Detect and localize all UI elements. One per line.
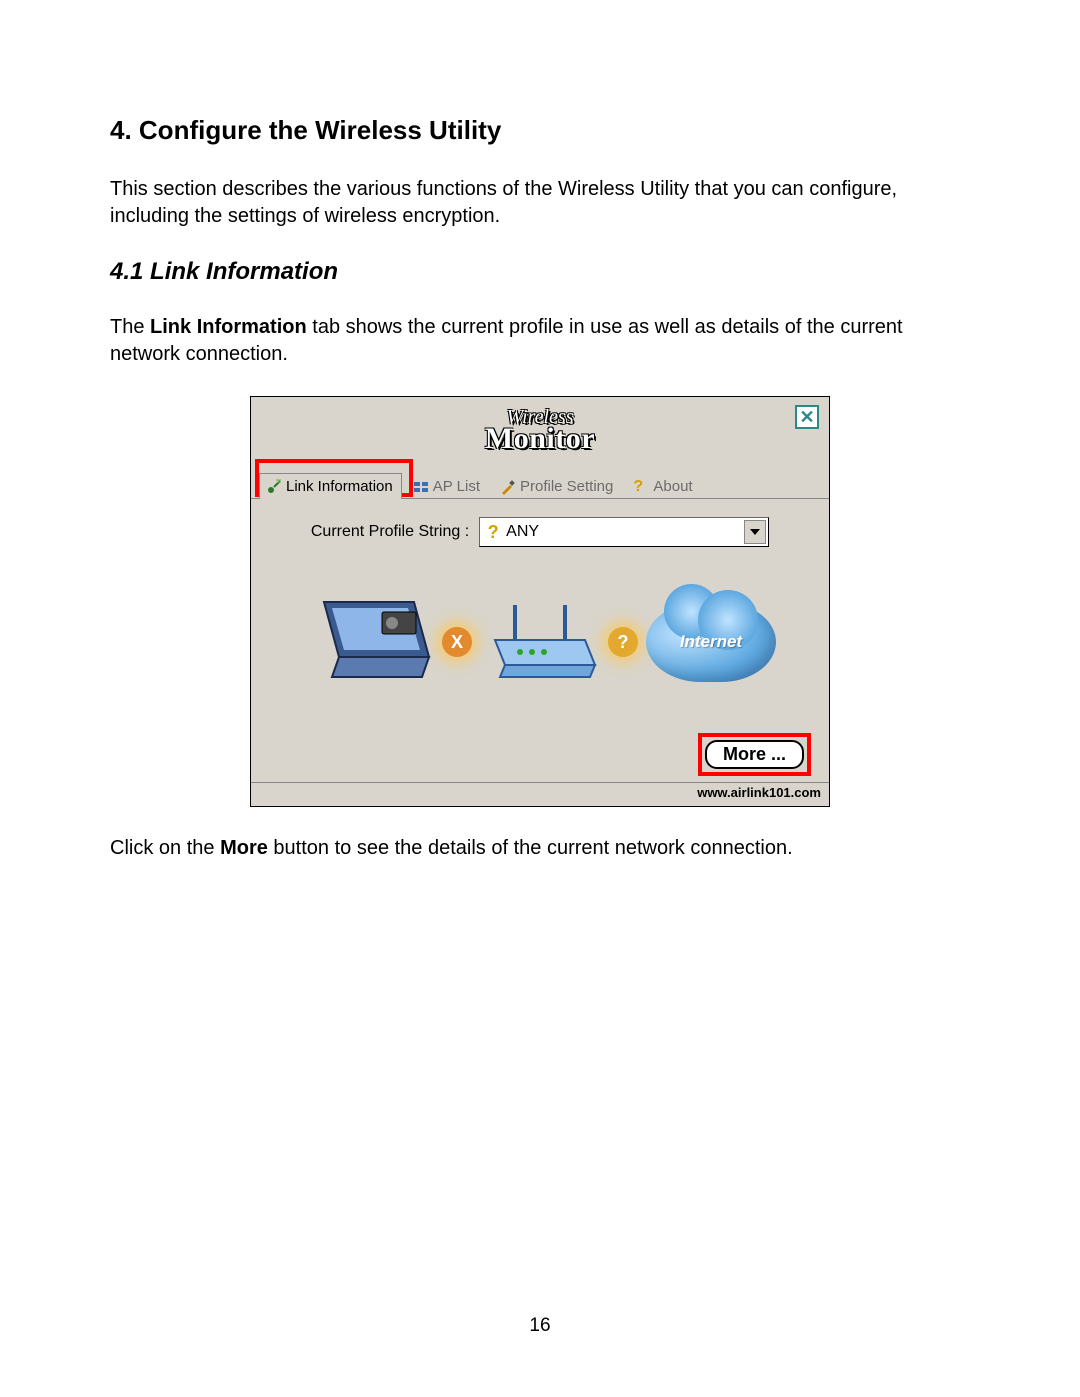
laptop-icon <box>304 592 434 692</box>
tab-about[interactable]: ? About <box>626 473 701 499</box>
text: Click on the <box>110 837 220 859</box>
tab-link-information[interactable]: Link Information <box>259 473 402 499</box>
tab-label: About <box>653 478 692 495</box>
text: The <box>110 316 150 338</box>
tab-ap-list[interactable]: AP List <box>406 473 489 499</box>
about-icon: ? <box>633 479 649 495</box>
status-x-badge: X <box>442 627 472 657</box>
bold-more: More <box>220 837 268 859</box>
cloud-label: Internet <box>680 632 742 652</box>
profile-row: Current Profile String : ? ANY <box>251 499 829 557</box>
chevron-down-icon[interactable] <box>744 520 766 544</box>
tab-label: AP List <box>433 478 480 495</box>
ap-list-icon <box>413 479 429 495</box>
subsection-heading: 4.1 Link Information <box>110 258 970 286</box>
router-icon <box>480 595 600 690</box>
more-button[interactable]: More ... <box>705 740 804 769</box>
more-row: More ... <box>251 707 829 782</box>
question-icon: ? <box>484 522 502 543</box>
connection-diagram: X ? Internet <box>251 557 829 707</box>
status-question-badge: ? <box>608 627 638 657</box>
app-logo: Wireless Monitor <box>485 409 595 452</box>
section-heading: 4. Configure the Wireless Utility <box>110 115 970 146</box>
tab-label: Profile Setting <box>520 478 613 495</box>
close-button[interactable]: ✕ <box>795 405 819 429</box>
profile-label: Current Profile String : <box>311 523 469 541</box>
screenshot-container: Wireless Monitor ✕ Link Information <box>110 396 970 807</box>
link-info-paragraph: The Link Information tab shows the curre… <box>110 314 970 368</box>
bold-link-information: Link Information <box>150 316 307 338</box>
more-highlight: More ... <box>698 733 811 776</box>
logo-text-bottom: Monitor <box>485 426 595 452</box>
footer-url: www.airlink101.com <box>251 782 829 800</box>
page-number: 16 <box>0 1315 1080 1337</box>
profile-dropdown[interactable]: ? ANY <box>479 517 769 547</box>
profile-value: ANY <box>506 523 539 541</box>
internet-cloud-icon: Internet <box>646 602 776 682</box>
more-paragraph: Click on the More button to see the deta… <box>110 835 970 862</box>
titlebar: Wireless Monitor ✕ <box>251 397 829 463</box>
tab-label: Link Information <box>286 478 393 495</box>
wireless-monitor-window: Wireless Monitor ✕ Link Information <box>250 396 830 807</box>
tab-profile-setting[interactable]: Profile Setting <box>493 473 622 499</box>
tab-strip: Link Information AP List Profile Setting… <box>251 463 829 499</box>
link-info-icon <box>266 479 282 495</box>
profile-setting-icon <box>500 479 516 495</box>
text: button to see the details of the current… <box>268 837 793 859</box>
intro-paragraph: This section describes the various funct… <box>110 176 970 230</box>
